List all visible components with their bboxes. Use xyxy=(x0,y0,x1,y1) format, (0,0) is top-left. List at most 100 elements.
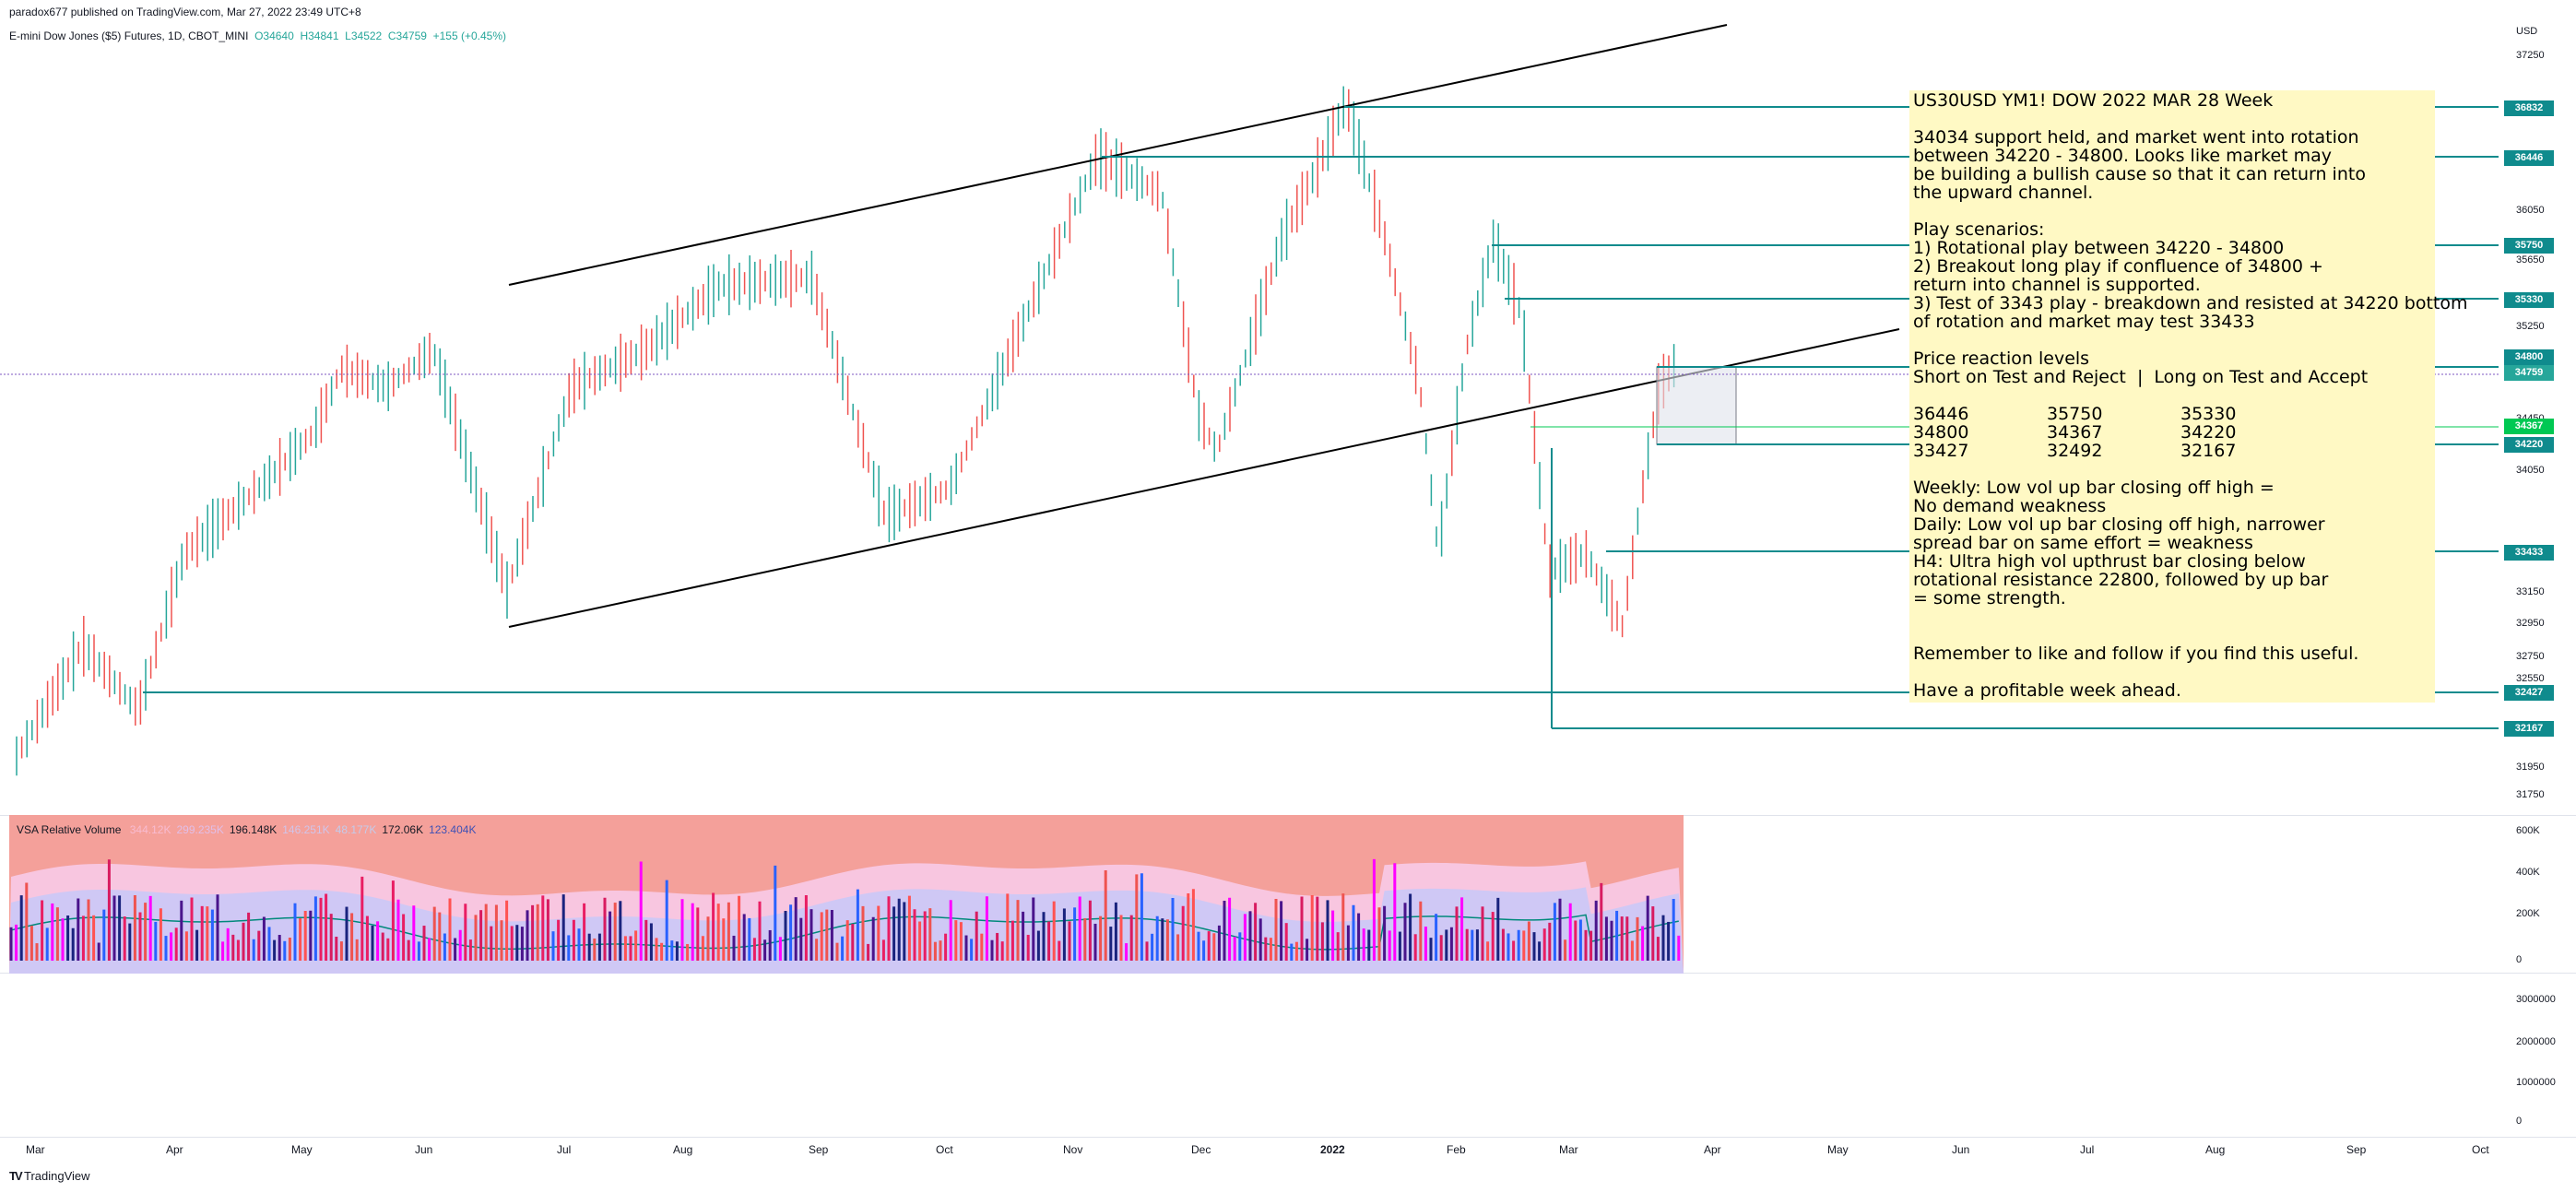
price-label: 34220 xyxy=(2504,437,2554,453)
ohlc-low: L34522 xyxy=(345,30,383,42)
time-axis-label: 2022 xyxy=(1320,1143,1345,1156)
ohlc-change: +155 (+0.45%) xyxy=(432,30,506,42)
price-label: 32167 xyxy=(2504,721,2554,737)
note-line: be building a bullish cause so that it c… xyxy=(1913,164,2366,184)
vsa-value: 172.06K xyxy=(382,823,424,836)
note-line: Play scenarios: xyxy=(1913,219,2045,240)
rotation-box[interactable] xyxy=(1656,366,1737,445)
time-axis-label: Mar xyxy=(1559,1143,1578,1156)
price-tick-label: 32750 xyxy=(2516,651,2545,662)
note-line: H4: Ultra high vol upthrust bar closing … xyxy=(1913,551,2306,572)
time-axis-label: Oct xyxy=(936,1143,953,1156)
price-tick-label: 36050 xyxy=(2516,205,2545,216)
vsa-value: 196.148K xyxy=(229,823,278,836)
price-tick-label: 37250 xyxy=(2516,50,2545,61)
note-line: US30USD YM1! DOW 2022 MAR 28 Week xyxy=(1913,90,2274,111)
time-axis-label: Apr xyxy=(166,1143,183,1156)
price-tick-label: 33150 xyxy=(2516,586,2545,597)
time-axis-label: Sep xyxy=(2346,1143,2367,1156)
vsa-title: VSA Relative Volume xyxy=(17,823,122,836)
vsa-average-line xyxy=(10,914,1679,951)
time-axis-label: Apr xyxy=(1704,1143,1721,1156)
time-axis-label: Oct xyxy=(2472,1143,2489,1156)
tv-logo-icon: TV xyxy=(9,1169,23,1183)
price-tick-label: 34050 xyxy=(2516,465,2545,476)
price-tick-label: 32950 xyxy=(2516,618,2545,629)
price-label: 34800 xyxy=(2504,349,2554,365)
vsa-axis-label: 0 xyxy=(2516,954,2523,965)
note-line: 34034 support held, and market went into… xyxy=(1913,127,2359,148)
time-axis-label: Aug xyxy=(673,1143,693,1156)
price-label: 34759 xyxy=(2504,365,2554,381)
note-line: rotational resistance 22800, followed by… xyxy=(1913,570,2329,590)
time-axis-label: Aug xyxy=(2205,1143,2226,1156)
volume-axis-label: 2000000 xyxy=(2516,1036,2556,1047)
note-line: 1) Rotational play between 34220 - 34800 xyxy=(1913,238,2285,258)
time-axis-label: Sep xyxy=(809,1143,829,1156)
vsa-axis-label: 600K xyxy=(2516,825,2540,836)
note-line: Daily: Low vol up bar closing off high, … xyxy=(1913,514,2325,535)
price-tick-label: 31950 xyxy=(2516,762,2545,773)
vsa-value: 123.404K xyxy=(429,823,477,836)
time-axis-label: Jun xyxy=(1952,1143,1970,1156)
price-label: 35750 xyxy=(2504,238,2554,254)
vsa-volume-bars xyxy=(9,858,1681,961)
ohlc-high: H34841 xyxy=(300,30,339,42)
vsa-value: 146.251K xyxy=(282,823,330,836)
time-axis-separator xyxy=(0,1137,2576,1138)
publish-info: paradox677 published on TradingView.com,… xyxy=(9,6,361,18)
price-axis-currency: USD xyxy=(2516,26,2538,37)
analysis-note[interactable]: US30USD YM1! DOW 2022 MAR 28 Week 34034 s… xyxy=(1909,90,2468,703)
note-line: Weekly: Low vol up bar closing off high … xyxy=(1913,478,2275,498)
symbol-name: E-mini Dow Jones ($5) Futures, 1D, CBOT_… xyxy=(9,30,249,42)
time-axis-label: Feb xyxy=(1447,1143,1466,1156)
volume-axis-label: 3000000 xyxy=(2516,994,2556,1005)
note-line: = some strength. xyxy=(1913,588,2066,608)
note-line: 34800 34367 34220 xyxy=(1913,422,2237,443)
time-axis-label: Dec xyxy=(1191,1143,1211,1156)
vsa-value: 48.177K xyxy=(335,823,377,836)
note-line: 3) Test of 3343 play - breakdown and res… xyxy=(1913,293,2468,313)
note-line: return into channel is supported. xyxy=(1913,275,2201,295)
time-axis-label: Jul xyxy=(557,1143,572,1156)
price-label: 33433 xyxy=(2504,545,2554,561)
tv-brand-text: TradingView xyxy=(24,1169,90,1183)
vsa-axis-label: 400K xyxy=(2516,867,2540,878)
price-tick-label: 32550 xyxy=(2516,673,2545,684)
time-axis-label: Mar xyxy=(26,1143,45,1156)
note-line: 33427 32492 32167 xyxy=(1913,441,2237,461)
tradingview-logo[interactable]: TV TradingView xyxy=(9,1169,90,1183)
note-line: of rotation and market may test 33433 xyxy=(1913,312,2255,332)
ohlc-open: O34640 xyxy=(254,30,294,42)
time-axis-label: Nov xyxy=(1063,1143,1083,1156)
price-tick-label: 31750 xyxy=(2516,789,2545,800)
price-tick-label: 35250 xyxy=(2516,321,2545,332)
note-line: between 34220 - 34800. Looks like market… xyxy=(1913,146,2333,166)
note-line: No demand weakness xyxy=(1913,496,2107,516)
price-label: 36446 xyxy=(2504,150,2554,166)
time-axis-label: Jul xyxy=(2080,1143,2095,1156)
price-label: 35330 xyxy=(2504,292,2554,308)
volume-axis-label: 0 xyxy=(2516,1116,2523,1127)
vsa-pane[interactable] xyxy=(0,815,2576,974)
note-line: 2) Breakout long play if confluence of 3… xyxy=(1913,256,2323,277)
price-label: 36832 xyxy=(2504,100,2554,116)
note-line: 36446 35750 35330 xyxy=(1913,404,2237,424)
vsa-value: 344.12K xyxy=(129,823,171,836)
time-axis-label: May xyxy=(291,1143,313,1156)
channel-upper-line[interactable] xyxy=(508,24,1728,286)
note-line: Remember to like and follow if you find … xyxy=(1913,644,2359,664)
price-label: 34367 xyxy=(2504,419,2554,434)
note-line: spread bar on same effort = weakness xyxy=(1913,533,2253,553)
note-line: Have a profitable week ahead. xyxy=(1913,680,2181,701)
symbol-legend[interactable]: E-mini Dow Jones ($5) Futures, 1D, CBOT_… xyxy=(9,30,506,42)
note-line: Short on Test and Reject | Long on Test … xyxy=(1913,367,2369,387)
price-label: 32427 xyxy=(2504,685,2554,701)
vsa-value: 299.235K xyxy=(176,823,224,836)
volume-axis-label: 1000000 xyxy=(2516,1077,2556,1088)
time-axis-label: May xyxy=(1827,1143,1849,1156)
note-line: the upward channel. xyxy=(1913,183,2094,203)
note-line: Price reaction levels xyxy=(1913,348,2090,369)
time-axis-label: Jun xyxy=(415,1143,433,1156)
vsa-legend[interactable]: VSA Relative Volume 344.12K 299.235K 196.1… xyxy=(17,823,476,836)
